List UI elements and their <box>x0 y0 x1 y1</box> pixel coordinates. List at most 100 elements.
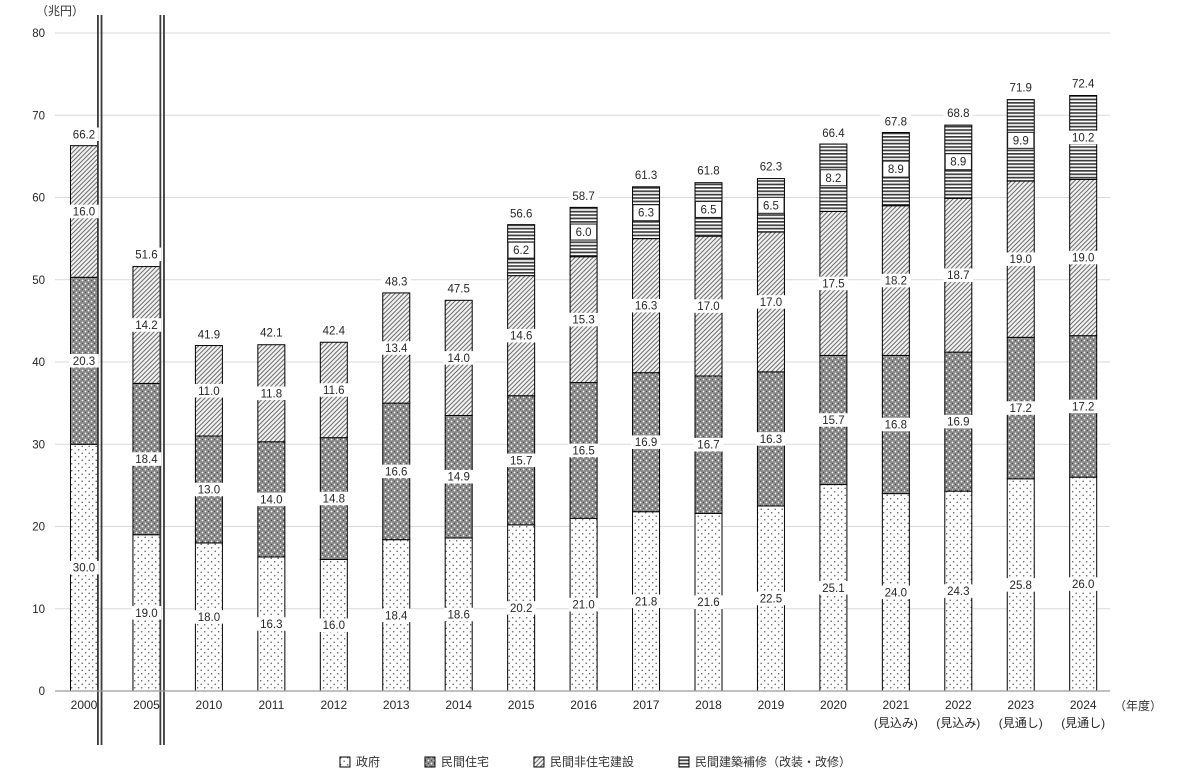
legend-label: 民間非住宅建設 <box>550 755 635 769</box>
y-tick-label: 10 <box>32 604 45 616</box>
segment-value-label: 19.0 <box>1072 253 1094 265</box>
segment-value-label: 24.0 <box>885 587 907 599</box>
value-label-bg <box>632 204 660 222</box>
value-label-bg <box>256 386 287 401</box>
x-tick-label: 2022 <box>945 698 972 712</box>
y-tick-label: 20 <box>32 522 45 534</box>
segment-value-label: 16.3 <box>260 619 282 631</box>
x-tick-label: 2017 <box>633 698 660 712</box>
x-tick-label: 2005 <box>133 698 160 712</box>
x-tick-label: 2014 <box>445 698 472 712</box>
axes: 0 10 20 30 40 50 60 70 80 2000 2005 2010 2011 2012 201… <box>32 28 1110 730</box>
segment-value-label: 16.3 <box>635 301 657 313</box>
value-label-bg <box>1007 131 1035 149</box>
value-label-bg <box>1005 578 1036 592</box>
value-label-bg <box>693 437 724 452</box>
segment-value-label: 6.0 <box>576 227 592 239</box>
value-label-bg <box>256 492 287 507</box>
x-tick-label: 2023 <box>1007 698 1034 712</box>
x-tick-label: 2015 <box>508 698 535 712</box>
x-tick-label: 2010 <box>196 698 223 712</box>
legend-label: 民間建築補修（改装・改修） <box>695 755 852 769</box>
total-label-bg <box>631 167 661 182</box>
segment-value-label: 16.6 <box>385 466 407 478</box>
segment-value-label: 14.9 <box>448 472 470 484</box>
segment-value-label: 16.9 <box>947 417 969 429</box>
value-label-bg <box>69 354 99 368</box>
value-label-bg <box>881 585 911 600</box>
legend-swatch-hlines-icon <box>678 756 690 767</box>
segment-value-label: 17.2 <box>1072 401 1094 413</box>
total-value-label: 42.4 <box>323 325 346 337</box>
y-tick-label: 30 <box>32 439 45 451</box>
total-value-label: 68.8 <box>947 108 969 120</box>
segment-value-label: 10.2 <box>1072 132 1094 144</box>
value-label-bg <box>506 601 536 615</box>
y-axis-unit-label: （兆円） <box>36 4 85 18</box>
value-label-bg <box>131 452 162 466</box>
value-label-bg <box>631 435 661 449</box>
value-label-bg <box>818 276 849 291</box>
total-value-label: 56.6 <box>510 208 532 220</box>
value-label-bg <box>194 610 224 624</box>
y-tick-label: 80 <box>32 28 45 40</box>
value-label-bg <box>756 295 786 309</box>
x-tick-label: 2019 <box>758 698 785 712</box>
x-tick-label: 2000 <box>71 698 98 712</box>
value-label-bg <box>631 594 661 609</box>
total-label-bg <box>943 106 974 120</box>
total-label-bg <box>818 125 849 140</box>
segment-value-label: 11.0 <box>198 386 220 398</box>
total-value-label: 51.6 <box>135 250 157 262</box>
segment-value-label: 16.3 <box>760 434 782 446</box>
total-label-bg <box>1068 76 1098 91</box>
x-tick-label: 2020 <box>820 698 847 712</box>
value-label-bg <box>443 351 474 365</box>
x-tick-sublabel: (見通し) <box>1061 716 1105 730</box>
x-tick-sublabel: (見通し) <box>999 716 1043 730</box>
value-label-bg <box>319 383 349 397</box>
segment-value-label: 24.3 <box>947 586 969 598</box>
segment-value-label: 17.0 <box>760 297 782 309</box>
segment-value-label: 19.0 <box>135 608 157 620</box>
value-label-bg <box>568 312 599 327</box>
value-label-bg <box>506 453 536 468</box>
value-label-bg <box>506 328 536 343</box>
value-label-bg <box>944 153 972 171</box>
value-label-bg <box>381 341 412 355</box>
segment-value-label: 20.3 <box>73 356 95 368</box>
legend-swatch-dots-sparse-icon <box>339 756 351 767</box>
value-labels: 30.0 20.3 16.0 66.2 19.0 18.4 14.2 51.6 18.0 13.0… <box>69 76 1098 632</box>
segment-value-label: 17.5 <box>822 278 844 290</box>
legend-item-民間非住宅建設: 民間非住宅建設 <box>533 753 634 770</box>
value-label-bg <box>69 560 99 575</box>
value-label-bg <box>1068 130 1098 145</box>
total-value-label: 47.5 <box>448 283 470 295</box>
segment-value-label: 22.5 <box>760 593 782 605</box>
segment-value-label: 13.4 <box>385 343 408 355</box>
segment-value-label: 16.9 <box>635 437 657 449</box>
value-label-bg <box>194 384 224 398</box>
value-label-bg <box>756 432 786 446</box>
value-label-bg <box>1068 399 1098 414</box>
value-label-bg <box>256 617 287 631</box>
value-label-bg <box>631 298 661 313</box>
x-tick-label: 2024 <box>1070 698 1097 712</box>
value-label-bg <box>568 597 599 612</box>
segment-value-label: 14.0 <box>260 494 282 506</box>
segment-value-label: 18.2 <box>885 276 907 288</box>
segment-value-label: 6.3 <box>638 208 654 220</box>
total-value-label: 61.3 <box>635 170 657 182</box>
value-label-bg <box>756 591 786 606</box>
value-label-bg <box>693 299 724 313</box>
segment-value-label: 14.8 <box>323 494 345 506</box>
total-value-label: 67.8 <box>885 116 907 128</box>
legend-swatch-diagonal-icon <box>533 756 545 767</box>
y-tick-label: 60 <box>32 193 45 205</box>
total-value-label: 48.3 <box>385 277 407 289</box>
segment-value-label: 16.0 <box>73 206 95 218</box>
segment-value-label: 25.8 <box>1010 580 1032 592</box>
y-tick-label: 0 <box>39 686 45 698</box>
total-label-bg <box>256 325 287 340</box>
